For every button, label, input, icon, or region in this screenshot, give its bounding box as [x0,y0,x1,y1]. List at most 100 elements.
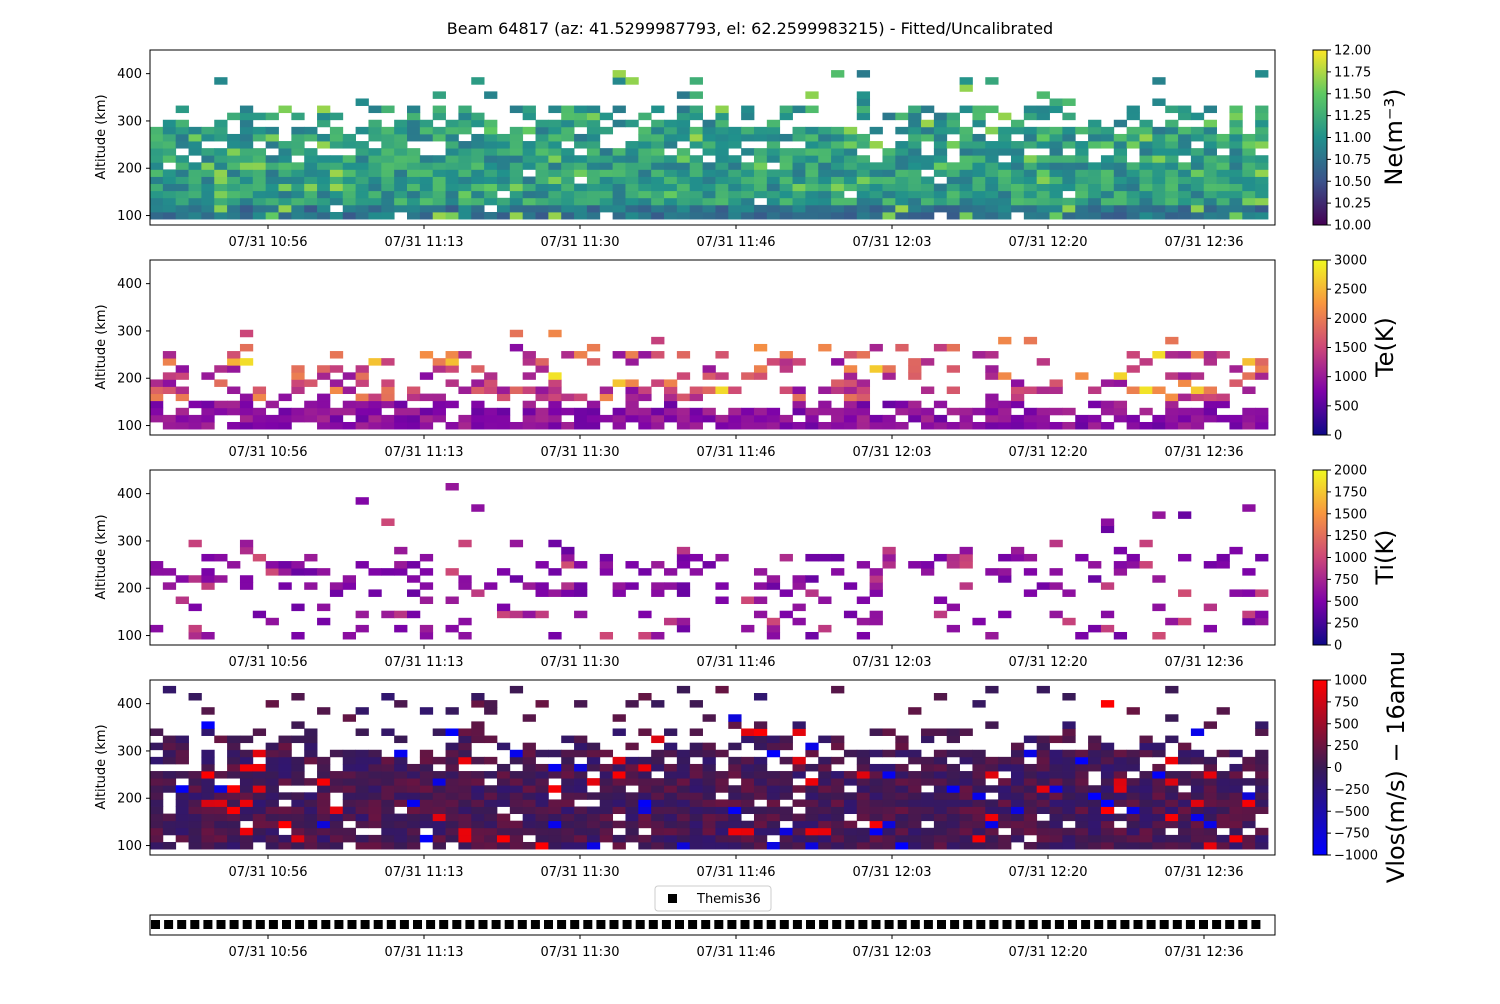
heatmap-cell [342,714,357,722]
heatmap-cell [689,841,703,850]
heatmap-cell [150,728,164,736]
heatmap-cell [1178,169,1192,177]
heatmap-cell [586,343,601,352]
heatmap-cell [998,183,1012,192]
heatmap-cell [458,820,472,829]
heatmap-cell [265,771,279,779]
heatmap-cell [175,742,189,751]
heatmap-cell [599,763,614,772]
heatmap-cell [355,834,369,843]
heatmap-cell [805,105,819,114]
heatmap-cell [856,414,871,423]
heatmap-cell [278,763,292,772]
heatmap-cell [265,799,279,807]
heatmap-cell [985,169,999,177]
heatmap-cell [252,126,267,135]
heatmap-cell [1203,204,1217,213]
heatmap-cell [535,806,549,815]
heatmap-cell [522,148,536,156]
heatmap-cell [278,155,292,163]
heatmap-cell [252,148,267,156]
heatmap-cell [522,386,536,395]
heatmap-cell [329,133,344,142]
heatmap-cell [831,148,845,156]
heatmap-cell [651,414,665,423]
heatmap-cell [805,190,819,199]
heatmap-cell [522,176,536,185]
heatmap-cell [741,162,755,170]
heatmap-cell [342,372,357,380]
heatmap-cell [419,407,434,416]
heatmap-cell [689,393,703,402]
heatmap-cell [561,792,575,800]
heatmap-cell [150,742,164,751]
heatmap-cell [239,183,254,192]
heatmap-cell [625,820,639,829]
heatmap-cell [548,155,562,163]
heatmap-cell [407,204,421,213]
heatmap-cell [908,105,922,114]
heatmap-cell [1126,211,1140,220]
heatmap-cell [638,197,652,206]
heatmap-cell [664,155,678,163]
heatmap-cell [1139,785,1153,793]
heatmap-cell [201,407,215,416]
heatmap-cell [856,183,871,192]
heatmap-cell [985,393,999,402]
colorbar-tick-label: 0 [1334,639,1342,654]
heatmap-cell [368,133,382,142]
colorbar-tick-label: 11.00 [1334,131,1371,146]
heatmap-cell [214,799,228,807]
heatmap-cell [1178,834,1192,843]
heatmap-cell [496,162,511,170]
heatmap-cell [1203,176,1217,185]
heatmap-cell [856,756,871,765]
heatmap-cell [741,820,755,829]
heatmap-cell [586,211,601,220]
heatmap-cell [1242,358,1256,366]
heatmap-cell [1255,414,1269,423]
heatmap-cell [843,827,858,836]
heatmap-cell [548,204,562,213]
heatmap-cell [1255,728,1269,736]
heatmap-cell [625,119,639,128]
heatmap-cell [561,813,575,822]
heatmap-cell [1178,799,1192,807]
themis-marker [1212,920,1222,929]
heatmap-cell [805,91,819,99]
x-tick-label: 07/31 12:36 [1164,445,1243,460]
heatmap-cell [1139,799,1153,807]
x-tick-label: 07/31 10:56 [228,945,307,960]
heatmap-cell [214,176,228,185]
heatmap-cell [548,771,562,779]
heatmap-cell [753,343,768,352]
heatmap-cell [985,785,999,793]
heatmap-cell [304,553,318,562]
heatmap-cell [432,792,446,800]
themis-legend-marker [668,894,677,903]
heatmap-cell [1255,211,1269,220]
heatmap-cell [561,589,575,597]
heatmap-cell [484,133,498,142]
heatmap-cell [818,421,832,430]
heatmap-cell [574,393,588,402]
heatmap-cell [664,771,678,779]
heatmap-cell [1010,749,1025,758]
heatmap-cell [496,827,511,836]
heatmap-cell [1062,133,1076,142]
heatmap-cell [291,735,305,744]
heatmap-cell [291,841,305,850]
heatmap-cell [394,813,408,822]
heatmap-cell [1165,792,1179,800]
heatmap-cell [946,183,960,192]
heatmap-cell [741,414,755,423]
heatmap-cell [535,582,549,590]
heatmap-cell [908,141,922,149]
heatmap-cell [599,561,614,569]
y-tick-label: 400 [117,277,142,292]
heatmap-cell [535,155,549,163]
heatmap-cell [381,204,395,213]
heatmap-cell [201,169,215,177]
heatmap-cell [1126,105,1140,114]
